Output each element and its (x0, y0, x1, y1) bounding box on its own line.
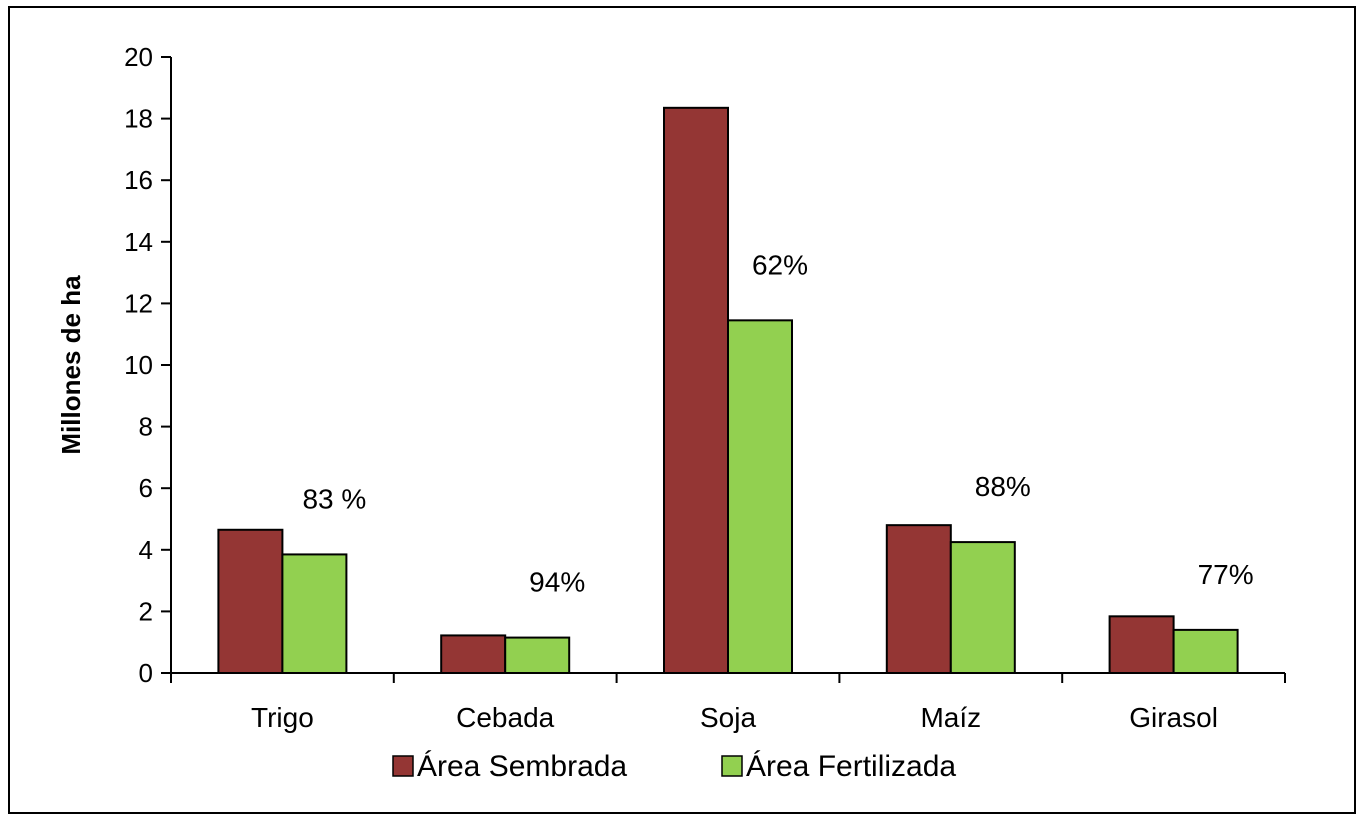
y-tick-label: 18 (124, 104, 153, 134)
y-tick-label: 12 (124, 288, 153, 318)
x-tick-label: Trigo (251, 702, 314, 733)
y-tick-label: 2 (139, 596, 153, 626)
y-tick-label: 8 (139, 412, 153, 442)
bar-sembrada (1108, 615, 1175, 675)
y-tick-label: 14 (124, 227, 153, 257)
x-tick-label: Cebada (456, 702, 555, 733)
legend-entry: Área Fertilizada (746, 750, 956, 783)
data-label: 94% (529, 567, 585, 598)
y-tick-label: 4 (139, 535, 153, 565)
bar-fertilizada (1172, 628, 1239, 675)
data-label: 62% (752, 249, 808, 280)
data-label: 83 % (302, 483, 366, 514)
y-tick-label: 10 (124, 350, 153, 380)
bar-sembrada (885, 524, 952, 674)
legend-entry: Área Sembrada (417, 750, 627, 783)
bar-fertilizada (504, 636, 571, 675)
legend-swatch (721, 755, 743, 777)
bar-fertilizada (727, 319, 793, 674)
bar-fertilizada (949, 541, 1016, 674)
y-tick-label: 0 (139, 658, 153, 688)
bar-sembrada (440, 634, 507, 675)
x-tick-label: Soja (700, 702, 756, 733)
y-tick-label: 6 (139, 473, 153, 503)
bar-fertilizada (281, 553, 348, 674)
x-tick-label: Maíz (920, 702, 981, 733)
y-tick-label: 20 (124, 42, 153, 72)
data-label: 77% (1198, 559, 1254, 590)
data-label: 88% (975, 471, 1031, 502)
x-tick-label: Girasol (1129, 702, 1218, 733)
y-tick-label: 16 (124, 165, 153, 195)
legend-swatch (392, 755, 414, 777)
chart-marks: 0 2 4 6 8 10 12 14 16 18 20 Trigo 83 % Cebada 94% Soja 6… (124, 42, 1286, 733)
y-axis-title: Millones de ha (56, 275, 86, 455)
legend: Área Sembrada Área Fertilizada (392, 750, 956, 783)
bar-sembrada (217, 528, 284, 675)
bar-sembrada (663, 106, 729, 674)
